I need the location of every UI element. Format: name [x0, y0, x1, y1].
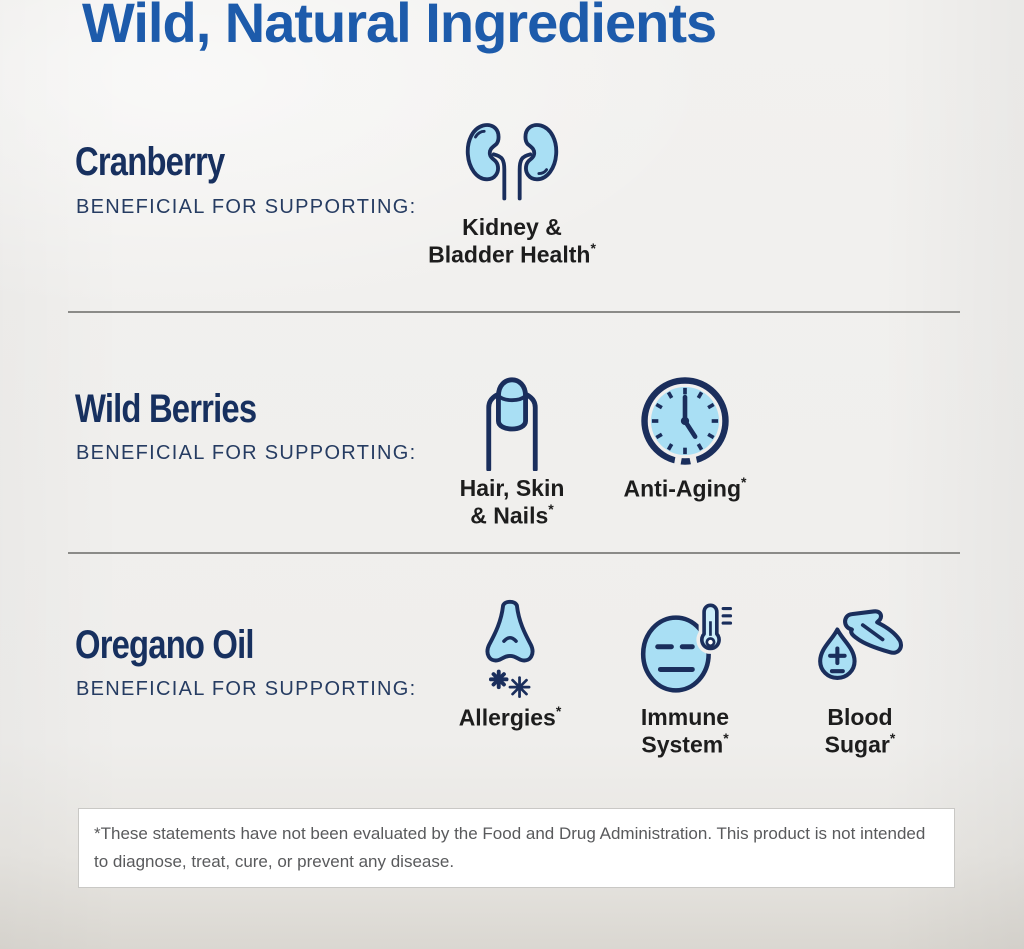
benefit-label-line: & Nails	[470, 502, 549, 529]
benefit-label-line: Kidney &	[462, 214, 562, 240]
benefit-label: Kidney & Bladder Health*	[417, 214, 607, 269]
benefit-immune-system: Immune System*	[590, 596, 780, 759]
clock-icon	[590, 368, 780, 473]
section-subheading: BENEFICIAL FOR SUPPORTING:	[76, 678, 417, 700]
immune-face-thermometer-icon	[590, 596, 780, 702]
nose-allergy-icon	[415, 596, 605, 702]
benefit-anti-aging: Anti-Aging*	[590, 368, 780, 503]
page-title: Wild, Natural Ingredients	[82, 0, 717, 54]
benefit-label: Hair, Skin & Nails*	[417, 475, 607, 530]
asterisk: *	[555, 703, 562, 719]
section-wild-berries: Wild Berries BENEFICIAL FOR SUPPORTING: …	[0, 368, 1024, 553]
asterisk: *	[723, 730, 729, 747]
benefit-label: Immune System*	[590, 704, 780, 759]
kidneys-icon	[417, 112, 607, 212]
section-heading: Wild Berries	[75, 387, 257, 431]
section-heading: Oregano Oil	[75, 623, 255, 667]
section-subheading: BENEFICIAL FOR SUPPORTING:	[76, 196, 417, 218]
benefit-label: Allergies*	[415, 703, 605, 732]
benefit-kidney-bladder: Kidney & Bladder Health*	[417, 112, 607, 269]
benefit-label-line: Hair, Skin	[459, 475, 565, 501]
benefit-allergies: Allergies*	[415, 596, 605, 732]
benefit-hair-skin-nails: Hair, Skin & Nails*	[417, 368, 607, 530]
section-divider	[68, 311, 960, 313]
fingernail-icon	[417, 368, 607, 473]
benefit-label: Anti-Aging*	[590, 474, 780, 503]
benefit-label-line: Anti-Aging	[623, 475, 742, 502]
section-oregano-oil: Oregano Oil BENEFICIAL FOR SUPPORTING:	[0, 596, 1024, 786]
disclaimer-text: *These statements have not been evaluate…	[94, 824, 926, 871]
benefit-label-line: Allergies	[458, 704, 556, 731]
benefit-label-line: Immune	[640, 704, 730, 730]
section-subheading: BENEFICIAL FOR SUPPORTING:	[76, 442, 417, 464]
asterisk: *	[889, 730, 896, 747]
benefit-label-line: Blood	[827, 704, 893, 730]
benefit-label-line: Sugar	[824, 731, 890, 758]
benefit-label-line: System	[641, 731, 724, 758]
asterisk: *	[590, 240, 596, 257]
benefit-label: Blood Sugar*	[765, 704, 955, 759]
section-heading: Cranberry	[75, 140, 225, 184]
disclaimer-box: *These statements have not been evaluate…	[78, 808, 955, 889]
benefit-blood-sugar: Blood Sugar*	[765, 596, 955, 759]
asterisk: *	[741, 474, 747, 490]
benefit-label-line: Bladder Health	[428, 241, 591, 268]
blood-drop-hand-icon	[765, 596, 955, 702]
section-divider	[68, 552, 960, 554]
section-cranberry: Cranberry BENEFICIAL FOR SUPPORTING:	[0, 112, 1024, 292]
asterisk: *	[548, 501, 554, 518]
